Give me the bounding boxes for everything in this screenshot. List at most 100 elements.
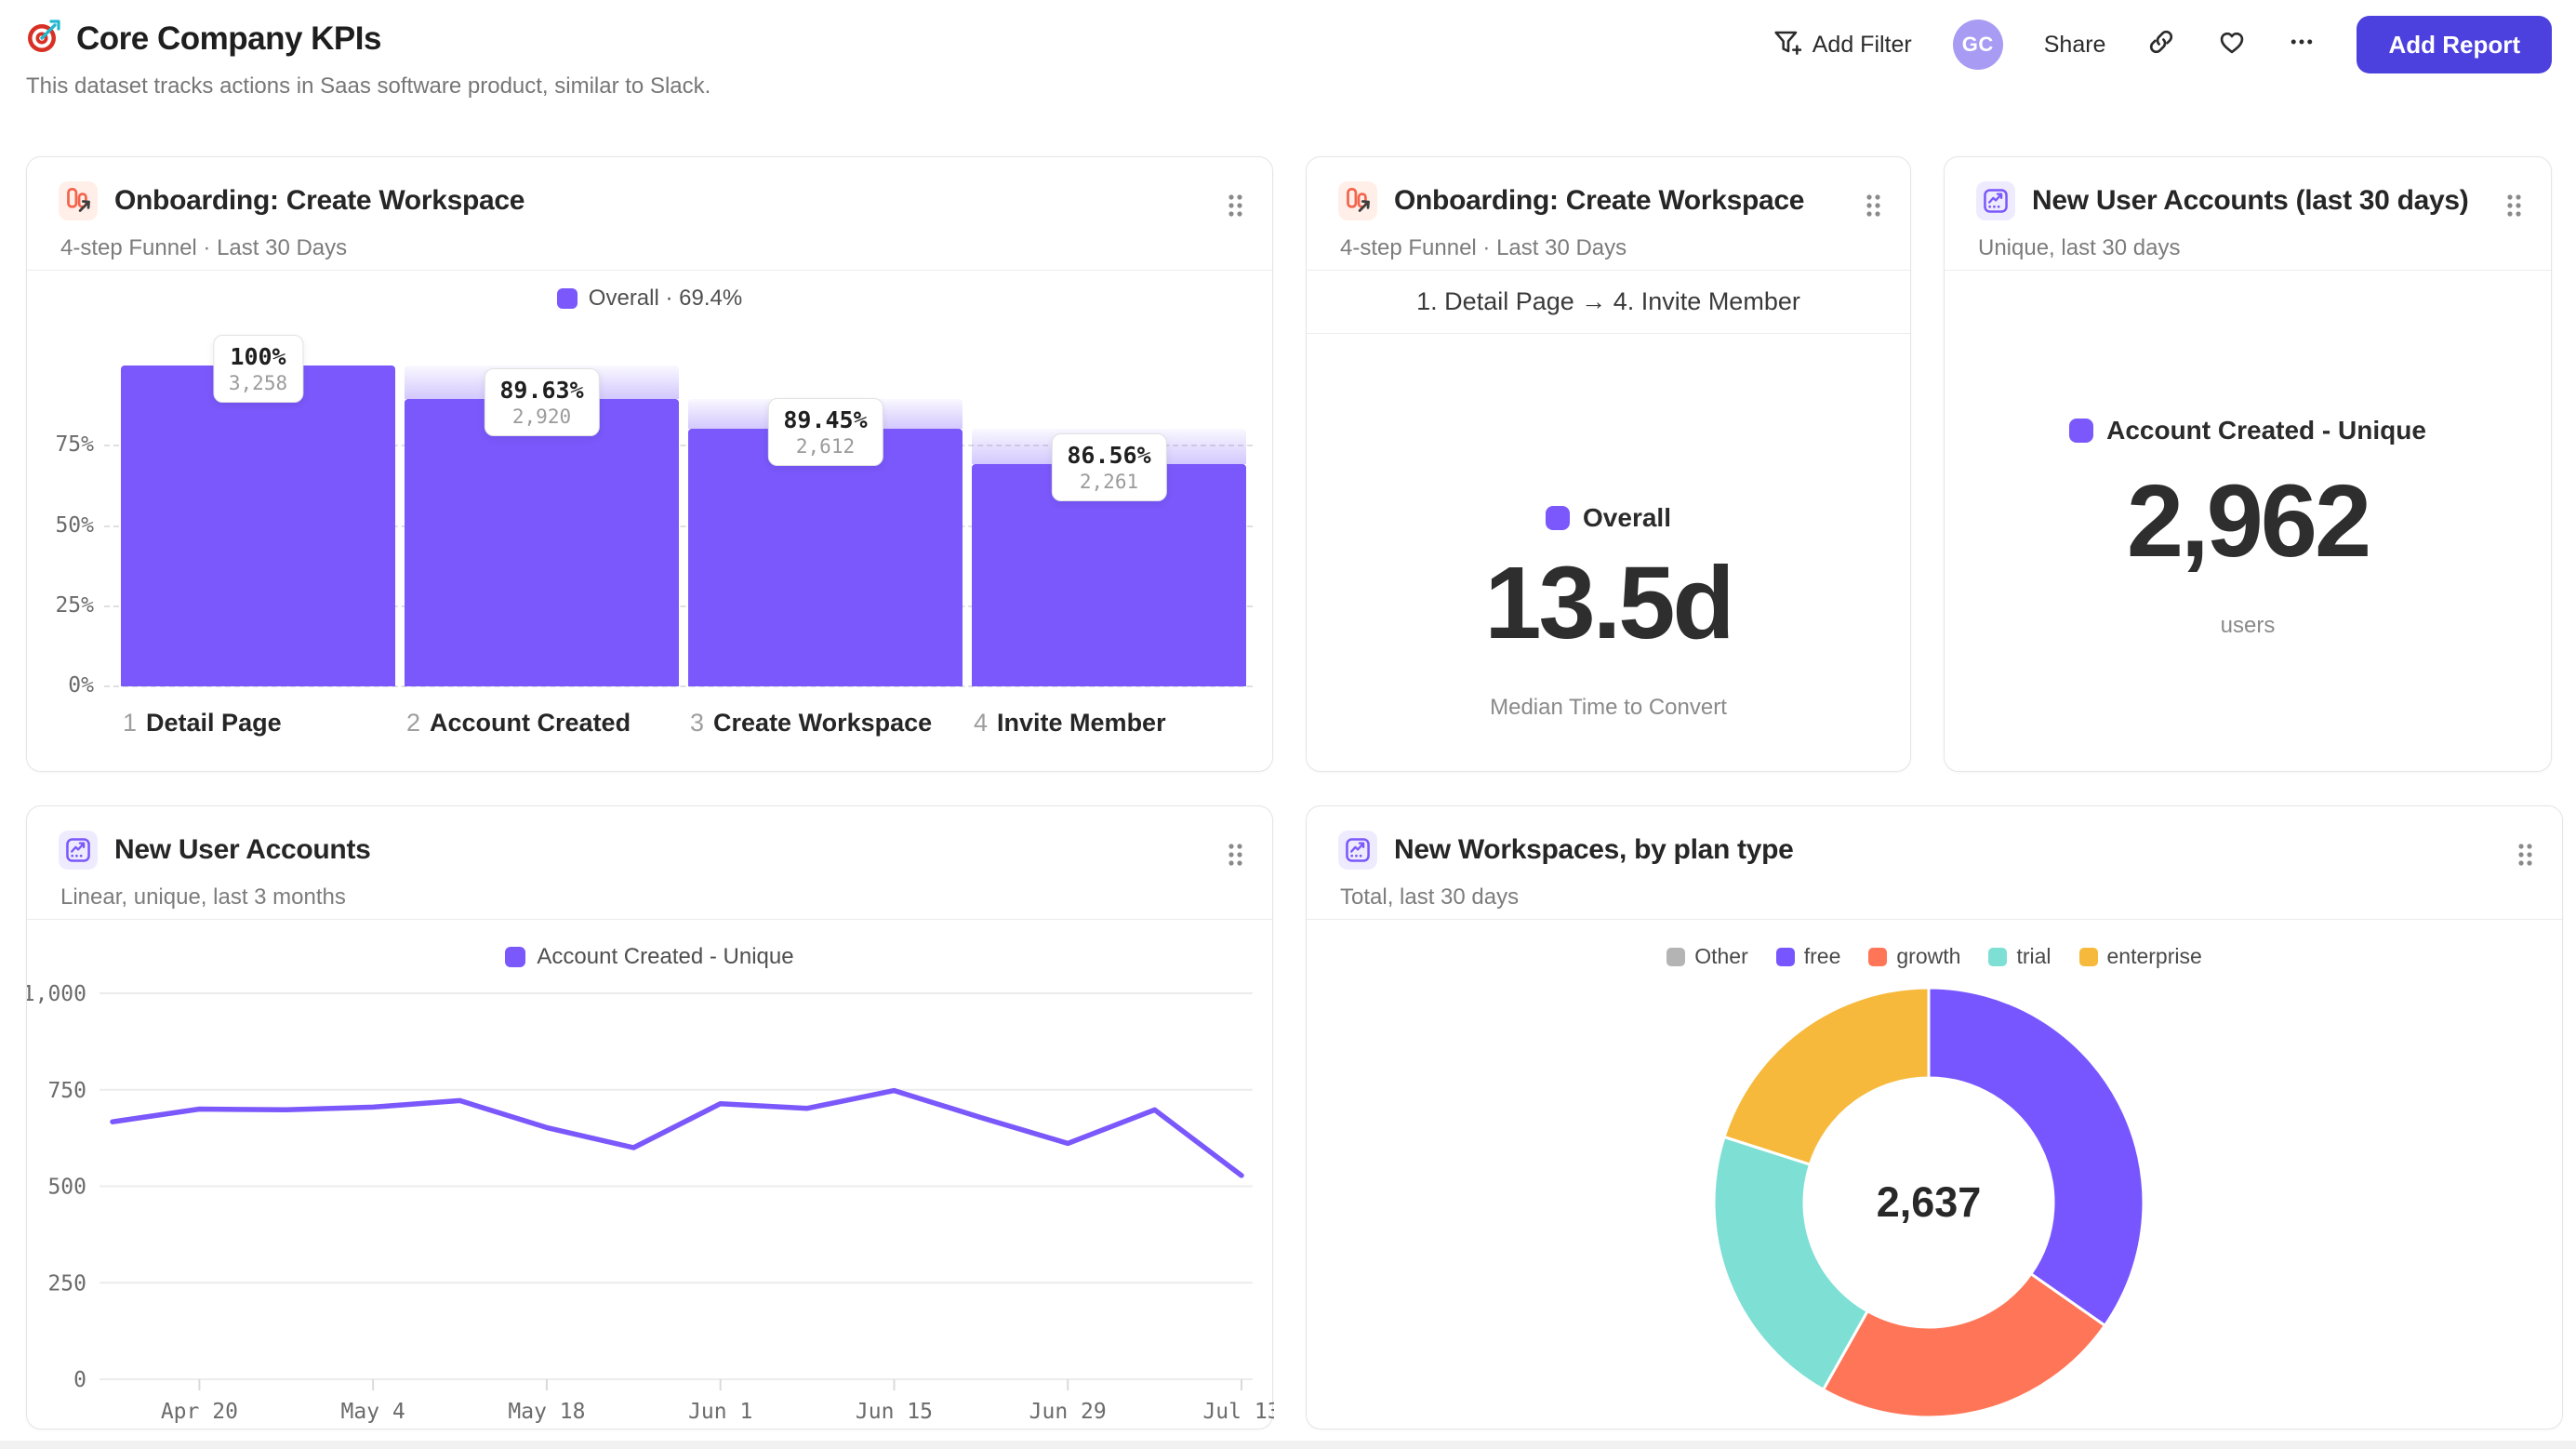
funnel-report-icon (1338, 181, 1377, 220)
card-title: New User Accounts (114, 834, 371, 865)
donut-center-value: 2,637 (1876, 1178, 1982, 1226)
funnel-step-conversion: 89.45% (783, 406, 868, 434)
funnel-y-tick-label: 50% (55, 512, 94, 538)
donut-chart-svg (1712, 986, 2145, 1419)
card-title: New Workspaces, by plan type (1394, 834, 1794, 865)
donut-legend-item-growth[interactable]: growth (1868, 944, 1960, 969)
funnel-step-label: 2 Account Created (406, 709, 631, 738)
drag-handle-icon[interactable] (2503, 191, 2525, 223)
line-x-tick-label: Apr 20 (161, 1400, 238, 1424)
donut-legend-item-Other[interactable]: Other (1666, 944, 1748, 969)
legend-swatch (1868, 947, 1888, 966)
line-chart: Account Created - Unique 0 250 500 750 1,000… (27, 920, 1274, 1430)
card-onboarding-funnel: Onboarding: Create Workspace 4-step Funn… (26, 156, 1273, 772)
card-subtitle: Unique, last 30 days (1978, 235, 2181, 260)
funnel-step-name: Create Workspace (713, 709, 933, 737)
drag-handle-icon[interactable] (1224, 840, 1246, 872)
line-legend[interactable]: Account Created - Unique (27, 944, 1272, 970)
donut-legend-item-enterprise[interactable]: enterprise (2078, 944, 2202, 969)
funnel-step-count: 2,920 (511, 405, 572, 428)
donut-segment-growth[interactable] (1821, 1271, 2107, 1419)
legend-swatch (2078, 947, 2098, 966)
card-median-time-to-convert: Onboarding: Create Workspace 4-step Funn… (1306, 156, 1911, 772)
count-value: 2,962 (2126, 464, 2371, 578)
legend-label: growth (1896, 944, 1961, 968)
line-y-tick-label: 250 (47, 1271, 86, 1296)
insights-report-icon (1976, 181, 2015, 220)
add-filter-button[interactable]: Add Filter (1772, 27, 1912, 63)
drag-handle-icon[interactable] (1224, 191, 1246, 223)
card-header: New User Accounts (last 30 days) Unique,… (1945, 157, 2551, 271)
funnel-chart: Overall · 69.4% 75% 50% 25% 0% 100% 3,258 1 Det… (27, 271, 1272, 773)
card-header: New Workspaces, by plan type Total, last… (1307, 806, 2562, 920)
header-actions: Add Filter GC Share (1772, 15, 2552, 74)
card-header: Onboarding: Create Workspace 4-step Funn… (27, 157, 1272, 271)
card-subtitle: 4-step Funnel · Last 30 Days (60, 235, 348, 260)
funnel-step-label: 1 Detail Page (123, 709, 282, 738)
favorite-button[interactable] (2217, 27, 2247, 63)
donut-legend: Other free growth trial enterprise (1307, 944, 2562, 969)
median-caption: Median Time to Convert (1490, 695, 1727, 720)
line-y-tick-label: 500 (47, 1176, 86, 1200)
legend-swatch (556, 288, 578, 309)
funnel-bar[interactable] (405, 398, 679, 686)
drag-handle-icon[interactable] (1862, 191, 1884, 223)
funnel-report-icon (59, 181, 98, 220)
count-caption: users (2220, 613, 2276, 638)
funnel-value-tooltip: 86.56% 2,261 (1051, 432, 1167, 501)
legend-label: Other (1694, 944, 1748, 968)
card-subtitle: 4-step Funnel · Last 30 Days (1340, 235, 1627, 260)
card-header: Onboarding: Create Workspace 4-step Funn… (1307, 157, 1910, 271)
funnel-value-tooltip: 89.63% 2,920 (484, 367, 600, 436)
card-new-workspaces-by-plan: New Workspaces, by plan type Total, last… (1306, 805, 2563, 1429)
funnel-bar[interactable] (121, 366, 395, 686)
card-title: Onboarding: Create Workspace (114, 185, 525, 216)
line-y-tick-label: 1,000 (27, 982, 86, 1006)
funnel-step-label: 4 Invite Member (974, 709, 1166, 738)
avatar[interactable]: GC (1952, 20, 2003, 70)
page-subtitle: This dataset tracks actions in Saas soft… (26, 73, 711, 99)
funnel-step-number: 3 (690, 709, 705, 737)
add-report-button[interactable]: Add Report (2357, 16, 2552, 73)
donut-chart: Other free growth trial enterprise 2,637 (1307, 920, 2562, 1430)
funnel-step-conversion: 100% (230, 343, 286, 370)
donut-legend-item-free[interactable]: free (1775, 944, 1841, 969)
line-x-tick-label: Jun 15 (856, 1400, 933, 1424)
stat-legend[interactable]: Overall (1307, 503, 1910, 533)
card-title: Onboarding: Create Workspace (1394, 185, 1805, 216)
funnel-step-count: 3,258 (228, 372, 288, 394)
donut-segment-enterprise[interactable] (1722, 986, 1931, 1166)
target-emoji-icon (26, 19, 61, 59)
link-icon (2146, 27, 2176, 63)
insights-report-icon (1338, 831, 1377, 870)
legend-swatch (2069, 419, 2094, 443)
median-value: 13.5d (1484, 546, 1734, 660)
share-button[interactable]: Share (2043, 31, 2106, 58)
funnel-step-count: 2,612 (795, 435, 856, 459)
funnel-bar[interactable] (688, 429, 963, 686)
median-stat: Overall 13.5d Median Time to Convert (1307, 334, 1910, 773)
legend-swatch (505, 947, 526, 967)
legend-swatch (1988, 947, 2008, 966)
funnel-legend[interactable]: Overall · 69.4% (27, 286, 1272, 312)
line-series-account-created[interactable] (110, 1087, 1244, 1178)
copy-link-button[interactable] (2146, 27, 2176, 63)
line-y-tick-label: 0 (73, 1368, 86, 1392)
legend-label: free (1803, 944, 1841, 968)
drag-handle-icon[interactable] (2514, 840, 2536, 872)
legend-swatch (1775, 947, 1795, 966)
donut-legend-item-trial[interactable]: trial (1988, 944, 2052, 969)
funnel-step-number: 4 (974, 709, 989, 737)
card-new-user-accounts-trend: New User Accounts Linear, unique, last 3… (26, 805, 1274, 1430)
more-options-button[interactable] (2288, 28, 2316, 62)
funnel-step-name: Account Created (430, 709, 631, 737)
funnel-step-count: 2,261 (1079, 470, 1139, 493)
funnel-gridline (104, 685, 1253, 687)
stat-legend[interactable]: Account Created - Unique (1945, 416, 2551, 445)
card-subtitle: Linear, unique, last 3 months (60, 884, 346, 910)
line-x-tick-label: Jun 1 (688, 1400, 752, 1424)
line-y-tick-label: 750 (47, 1079, 86, 1103)
donut-segment-free[interactable] (1927, 986, 2145, 1328)
donut-segment-trial[interactable] (1712, 1135, 1870, 1392)
